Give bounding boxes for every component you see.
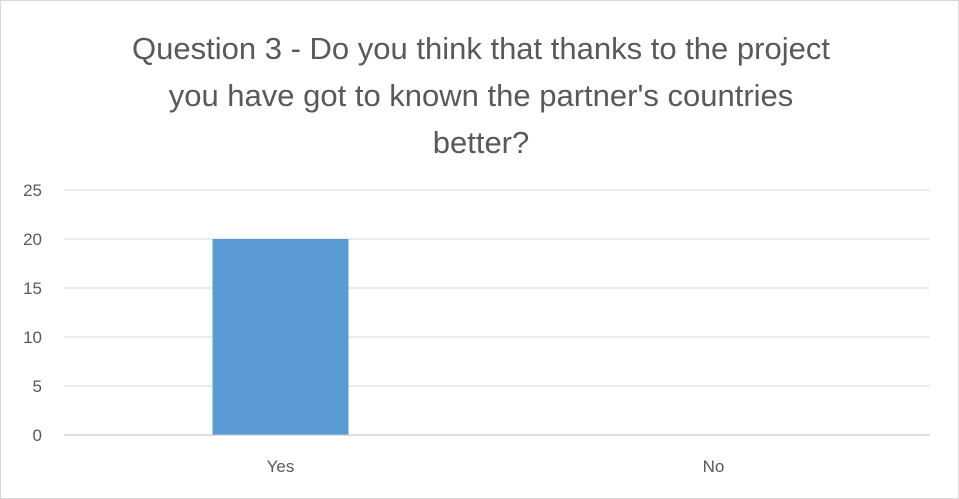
y-tick-label-10: 10 [23,328,42,347]
x-tick-label-no: No [703,457,725,476]
y-tick-label-5: 5 [33,377,42,396]
y-tick-label-25: 25 [23,181,42,200]
bar-yes [212,239,349,435]
x-tick-label-yes: Yes [267,457,295,476]
y-tick-label-15: 15 [23,279,42,298]
y-tick-label-0: 0 [33,426,42,445]
y-tick-label-20: 20 [23,230,42,249]
bars [212,239,349,435]
chart-title: Question 3 - Do you think that thanks to… [132,31,830,160]
tick-labels: 0 5 10 15 20 25 Yes No [23,181,724,476]
gridlines [64,189,930,387]
